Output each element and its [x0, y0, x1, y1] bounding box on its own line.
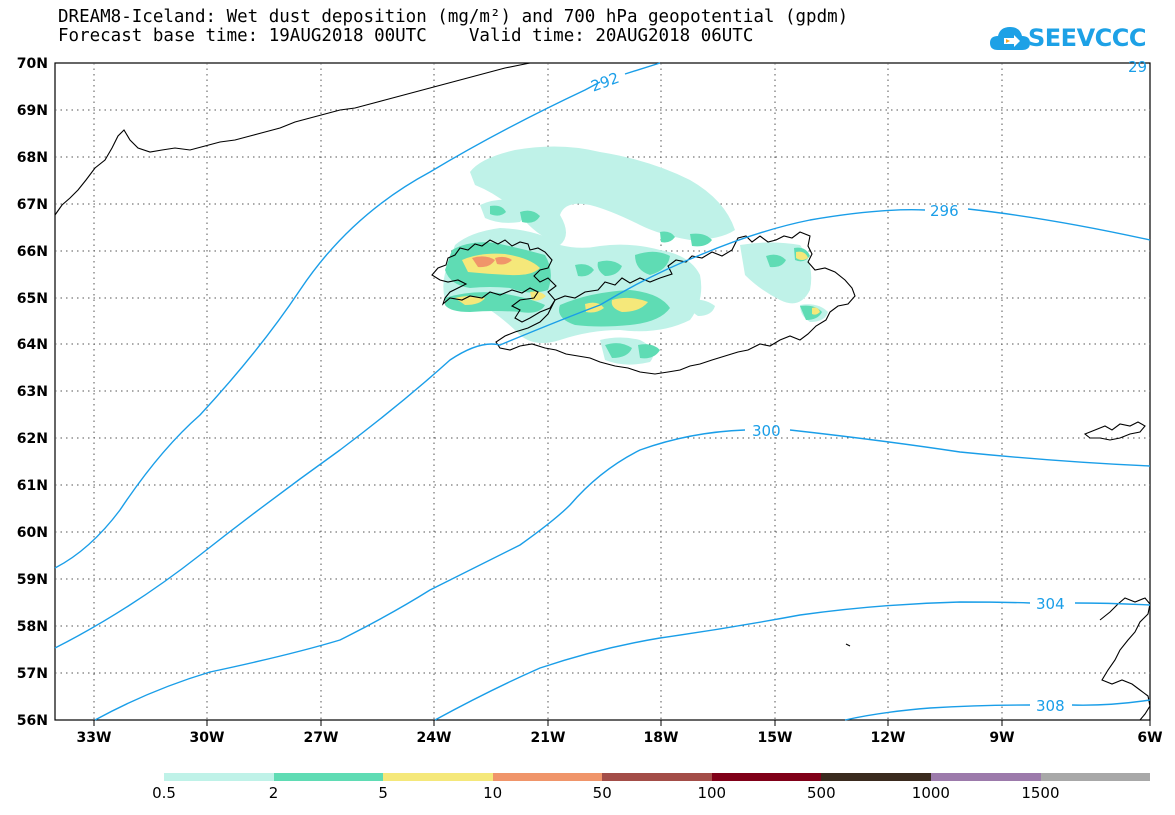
lon-label: 12W	[871, 730, 906, 746]
coastline-greenland	[54, 62, 531, 216]
longitude-labels: 33W 30W 27W 24W 21W 18W 15W 12W 9W 6W	[77, 730, 1163, 746]
lat-label: 66N	[17, 244, 48, 260]
lat-label: 67N	[17, 197, 48, 213]
lat-label: 64N	[17, 337, 48, 353]
deposition-shading-green	[445, 205, 822, 359]
lat-label: 56N	[17, 713, 48, 729]
lat-label: 62N	[17, 431, 48, 447]
lon-label: 6W	[1137, 730, 1162, 746]
coastline-iceland	[431, 231, 856, 375]
contour-line	[844, 704, 1031, 721]
lat-label: 59N	[17, 572, 48, 588]
contour-line	[434, 601, 1031, 721]
colorbar-segment	[383, 773, 493, 781]
contour-label: 304	[1036, 595, 1065, 613]
contour-line	[967, 208, 1151, 241]
lon-label: 18W	[644, 730, 679, 746]
colorbar-segment	[821, 773, 931, 781]
contour-label: 296	[930, 202, 959, 220]
lat-label: 69N	[17, 103, 48, 119]
map-header: DREAM8-Iceland: Wet dust deposition (mg/…	[58, 8, 848, 46]
lon-label: 24W	[417, 730, 452, 746]
colorbar-segment	[1040, 773, 1151, 781]
lon-label: 33W	[77, 730, 112, 746]
colorbar-label: 500	[807, 784, 836, 802]
cloud-icon	[990, 27, 1030, 50]
contour-line	[1074, 602, 1151, 606]
contour-line	[1071, 699, 1151, 706]
lat-label: 68N	[17, 150, 48, 166]
axis-ticks	[93, 720, 1151, 726]
map-title: DREAM8-Iceland: Wet dust deposition (mg/…	[58, 7, 849, 27]
seevccc-logo: SEEVCCC	[990, 20, 1147, 60]
contour-line	[789, 429, 1151, 467]
colorbar-segment	[930, 773, 1041, 781]
coastline-other	[845, 421, 1151, 721]
deposition-shading-orange	[472, 256, 512, 268]
colorbar-label: 5	[378, 784, 388, 802]
colorbar-segment	[711, 773, 822, 781]
lat-label: 65N	[17, 291, 48, 307]
geopotential-contours	[54, 62, 1151, 721]
colorbar-label: 0.5	[152, 784, 176, 802]
lon-label: 15W	[758, 730, 793, 746]
colorbar-segment	[492, 773, 603, 781]
lon-label: 30W	[190, 730, 225, 746]
colorbar-segment	[273, 773, 384, 781]
lat-label: 61N	[17, 478, 48, 494]
colorbar-label: 10	[483, 784, 503, 802]
lat-label: 63N	[17, 384, 48, 400]
contour-label: 300	[752, 422, 781, 440]
lat-label: 60N	[17, 525, 48, 541]
deposition-colorbar	[164, 773, 1151, 781]
lat-label: 58N	[17, 619, 48, 635]
lon-label: 21W	[531, 730, 566, 746]
colorbar-label: 100	[697, 784, 727, 802]
contour-line	[94, 429, 746, 721]
colorbar-segment	[602, 773, 712, 781]
latitude-labels: 70N 69N 68N 67N 66N 65N 64N 63N 62N 61N …	[17, 56, 48, 729]
colorbar-label: 50	[592, 784, 612, 802]
contour-line	[54, 81, 601, 569]
lat-label: 70N	[17, 56, 48, 72]
colorbar-label: 1500	[1021, 784, 1060, 802]
colorbar-label: 2	[268, 784, 279, 802]
colorbar-segment	[164, 773, 274, 781]
graticule	[55, 63, 1150, 720]
logo-text: SEEVCCC	[1028, 24, 1147, 52]
lon-label: 27W	[304, 730, 339, 746]
contour-label: 308	[1036, 697, 1065, 715]
colorbar-label: 1000	[911, 784, 950, 802]
lat-label: 57N	[17, 666, 48, 682]
forecast-time-line: Forecast base time: 19AUG2018 00UTC Vali…	[58, 26, 754, 46]
contour-label: 29	[1128, 58, 1147, 76]
contour-line	[54, 209, 926, 649]
contour-line	[624, 62, 661, 75]
lon-label: 9W	[989, 730, 1014, 746]
